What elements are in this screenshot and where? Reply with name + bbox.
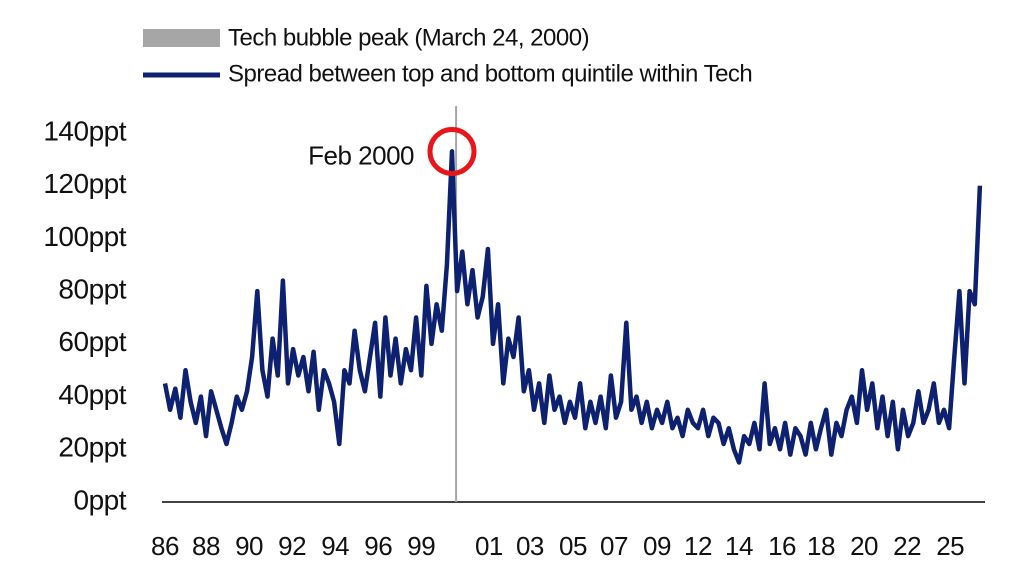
x-tick-label: 88 <box>192 531 220 561</box>
y-tick-label: 120ppt <box>43 168 126 199</box>
y-tick-label: 20ppt <box>58 432 126 463</box>
y-tick-label: 80ppt <box>58 274 126 305</box>
x-tick-label: 96 <box>364 531 392 561</box>
annotation-circle <box>427 126 477 176</box>
x-tick-label: 01 <box>475 531 503 561</box>
x-tick-label: 25 <box>936 531 964 561</box>
y-tick-label: 140ppt <box>43 115 126 146</box>
legend-label: Tech bubble peak (March 24, 2000) <box>228 24 589 51</box>
x-tick-label: 14 <box>725 531 753 561</box>
x-tick-label: 20 <box>850 531 878 561</box>
legend-label: Spread between top and bottom quintile w… <box>228 60 752 87</box>
series-line <box>162 149 983 465</box>
x-tick-label: 16 <box>768 531 796 561</box>
y-tick-label: 0ppt <box>74 484 127 515</box>
x-tick-label: 92 <box>278 531 306 561</box>
y-tick-label: 100ppt <box>43 221 126 252</box>
x-tick-label: 18 <box>807 531 835 561</box>
annotation-label: Feb 2000 <box>308 140 414 170</box>
x-tick-label: 07 <box>600 531 628 561</box>
x-tick-label: 09 <box>643 531 671 561</box>
legend-swatch <box>143 29 220 47</box>
y-tick-label: 40ppt <box>58 379 126 410</box>
x-tick-label: 86 <box>151 531 179 561</box>
x-tick-label: 05 <box>559 531 587 561</box>
y-tick-label: 60ppt <box>58 326 126 357</box>
x-tick-label: 22 <box>893 531 921 561</box>
x-tick-label: 99 <box>407 531 435 561</box>
x-tick-label: 94 <box>321 531 349 561</box>
x-tick-label: 03 <box>516 531 544 561</box>
x-tick-label: 90 <box>235 531 263 561</box>
x-tick-label: 12 <box>684 531 712 561</box>
